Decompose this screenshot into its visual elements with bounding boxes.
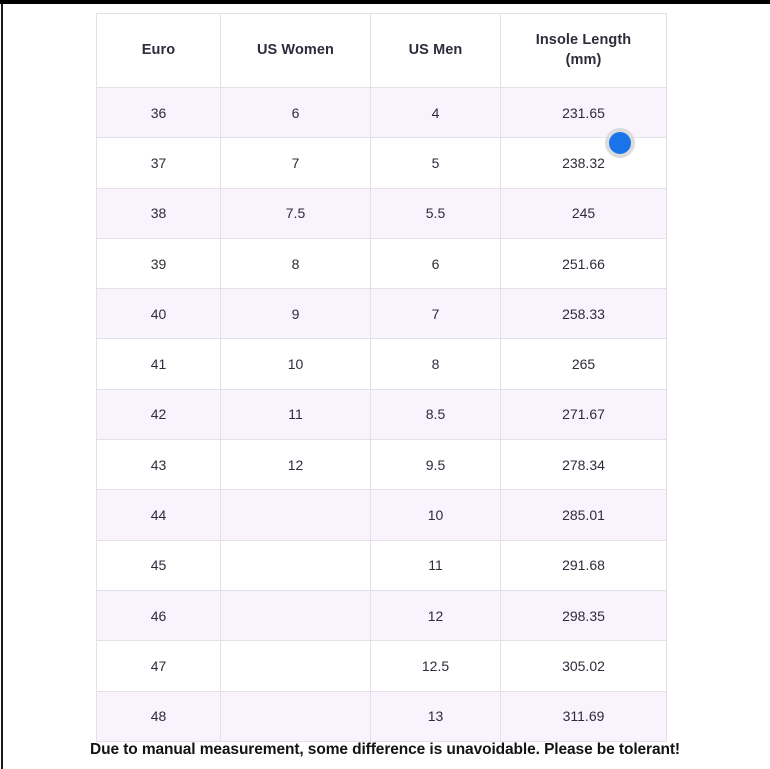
column-header-insole-length: Insole Length (mm) — [500, 13, 667, 88]
table-row: 37 7 5 238.32 — [96, 137, 667, 189]
cell-insole-mm: 305.02 — [500, 640, 667, 692]
column-header-euro: Euro — [96, 13, 221, 88]
cell-us-women — [220, 589, 371, 642]
cell-us-women — [220, 690, 371, 742]
table-row: 43 12 9.5 278.34 — [96, 439, 667, 491]
cell-insole-mm: 251.66 — [500, 237, 667, 290]
cell-us-men: 8 — [370, 338, 501, 390]
cell-euro: 39 — [96, 237, 221, 290]
cell-us-men: 9.5 — [370, 439, 501, 491]
table-row: 48 13 311.69 — [96, 690, 667, 742]
cell-euro: 41 — [96, 338, 221, 390]
cell-us-men: 10 — [370, 489, 501, 541]
cell-us-women: 7 — [220, 137, 371, 189]
column-header-us-women: US Women — [220, 13, 371, 88]
cell-us-men: 11 — [370, 539, 501, 591]
table-row: 38 7.5 5.5 245 — [96, 187, 667, 239]
table-row: 45 11 291.68 — [96, 539, 667, 591]
cell-insole-mm: 285.01 — [500, 489, 667, 541]
footer-disclaimer: Due to manual measurement, some differen… — [90, 741, 680, 758]
shoe-size-table: Euro US Women US Men Insole Length (mm) … — [96, 13, 667, 742]
cell-us-men: 8.5 — [370, 388, 501, 441]
table-body: 36 6 4 231.65 37 7 5 238.32 38 7.5 5.5 245 39 8 6 251.6… — [96, 86, 667, 742]
table-row: 44 10 285.01 — [96, 489, 667, 541]
cell-us-men: 7 — [370, 288, 501, 340]
column-header-us-women-label: US Women — [256, 41, 335, 58]
cell-euro: 47 — [96, 640, 221, 692]
table-row: 47 12.5 305.02 — [96, 640, 667, 692]
cell-us-men: 6 — [370, 237, 501, 290]
cell-euro: 37 — [96, 137, 221, 189]
cell-us-women: 11 — [220, 388, 371, 441]
table-row: 42 11 8.5 271.67 — [96, 388, 667, 441]
cell-insole-mm: 291.68 — [500, 539, 667, 591]
cell-insole-mm: 271.67 — [500, 388, 667, 441]
left-edge-rule — [1, 0, 3, 769]
cell-insole-mm: 265 — [500, 338, 667, 390]
cell-insole-mm: 298.35 — [500, 589, 667, 642]
table-row: 41 10 8 265 — [96, 338, 667, 390]
cell-us-women: 10 — [220, 338, 371, 390]
cell-insole-mm: 311.69 — [500, 690, 667, 742]
column-header-us-men-label: US Men — [408, 41, 463, 58]
table-header: Euro US Women US Men Insole Length (mm) — [96, 13, 667, 88]
cell-euro: 44 — [96, 489, 221, 541]
column-header-euro-label: Euro — [141, 41, 176, 58]
cell-us-women — [220, 640, 371, 692]
cell-insole-mm: 245 — [500, 187, 667, 239]
cell-us-men: 5 — [370, 137, 501, 189]
cell-us-men: 4 — [370, 86, 501, 139]
table-row: 46 12 298.35 — [96, 589, 667, 642]
cell-euro: 48 — [96, 690, 221, 742]
cell-us-women: 6 — [220, 86, 371, 139]
cell-euro: 36 — [96, 86, 221, 139]
cell-us-women: 9 — [220, 288, 371, 340]
column-header-us-men: US Men — [370, 13, 501, 88]
table-row: 36 6 4 231.65 — [96, 86, 667, 139]
column-header-insole-length-label: Insole Length — [535, 31, 632, 48]
cell-euro: 42 — [96, 388, 221, 441]
cell-us-men: 12.5 — [370, 640, 501, 692]
cell-us-women: 8 — [220, 237, 371, 290]
cell-us-women: 12 — [220, 439, 371, 491]
table-row: 40 9 7 258.33 — [96, 288, 667, 340]
cell-us-men: 5.5 — [370, 187, 501, 239]
cell-insole-mm: 238.32 — [500, 137, 667, 189]
cell-us-women: 7.5 — [220, 187, 371, 239]
cell-euro: 45 — [96, 539, 221, 591]
cell-insole-mm: 258.33 — [500, 288, 667, 340]
top-edge-bar — [0, 0, 770, 4]
cell-us-women — [220, 489, 371, 541]
cell-us-men: 13 — [370, 690, 501, 742]
cell-euro: 43 — [96, 439, 221, 491]
column-header-insole-length-unit: (mm) — [565, 51, 602, 68]
cell-euro: 40 — [96, 288, 221, 340]
cell-insole-mm: 278.34 — [500, 439, 667, 491]
size-chart-container: Euro US Women US Men Insole Length (mm) … — [96, 13, 667, 742]
cell-us-women — [220, 539, 371, 591]
cell-insole-mm: 231.65 — [500, 86, 667, 139]
cell-euro: 38 — [96, 187, 221, 239]
table-row: 39 8 6 251.66 — [96, 237, 667, 290]
cell-us-men: 12 — [370, 589, 501, 642]
table-header-row: Euro US Women US Men Insole Length (mm) — [96, 13, 667, 88]
cell-euro: 46 — [96, 589, 221, 642]
